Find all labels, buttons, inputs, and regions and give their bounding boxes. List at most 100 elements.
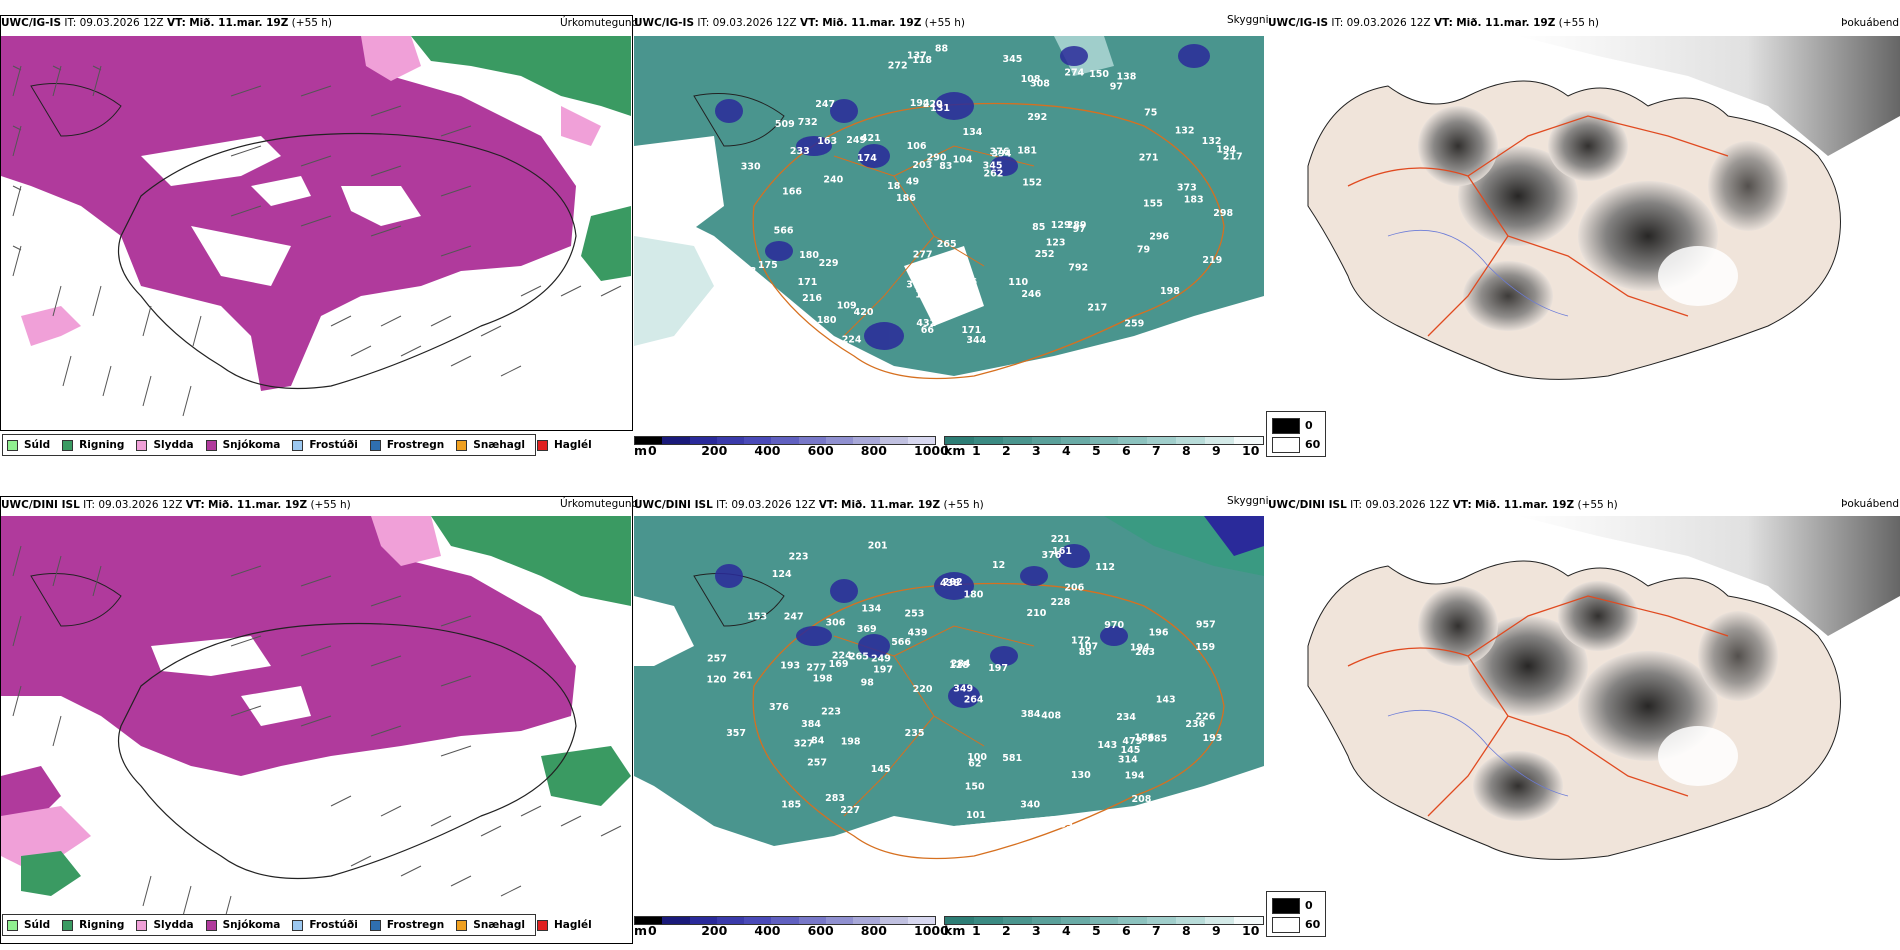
- legend-swatch: [536, 919, 548, 931]
- precip-frame-row2: [0, 496, 633, 944]
- fog-label-low: 60: [1305, 438, 1321, 451]
- cloud-height-label: 233: [790, 146, 810, 157]
- colorbar-tick-label: 8: [1182, 923, 1191, 938]
- cloud-height-label: 384: [801, 719, 821, 730]
- cloud-height-label: 193: [780, 661, 800, 672]
- it-value: 09.03.2026 12Z: [1365, 499, 1450, 511]
- lead-time: (+55 h): [943, 499, 984, 511]
- cloud-height-label: 171: [798, 277, 818, 288]
- cloud-height-label: 120: [707, 674, 727, 685]
- legend-item-1: Rigning: [62, 439, 124, 451]
- colorbar-unit: km: [944, 443, 966, 458]
- cloud-height-label: 376: [1042, 550, 1062, 561]
- cloud-height-label: 220: [923, 99, 943, 110]
- it-value: 09.03.2026 12Z: [1346, 17, 1431, 29]
- fog-label-high: 0: [1305, 899, 1313, 912]
- fog-label-high: 0: [1305, 419, 1313, 432]
- cloud-height-label: 194: [1125, 771, 1145, 782]
- colorbar-tick-label: 4: [1062, 443, 1071, 458]
- colorbar-tick-label: 1000: [914, 923, 949, 938]
- precip-map-row1: [1, 36, 631, 428]
- cloud-height-label: 201: [868, 541, 888, 552]
- colorbar-segment: [1205, 437, 1235, 444]
- cloud-height-label: 216: [802, 293, 822, 304]
- legend-swatch: [456, 919, 468, 931]
- cloud-height-label: 197: [873, 665, 893, 676]
- cloud-height-label: 101: [966, 810, 986, 821]
- vt-label: VT:: [1452, 499, 1472, 511]
- cloud-height-label: 145: [871, 764, 891, 775]
- cloud-height-label: 169: [829, 659, 849, 670]
- legend-label: Súld: [24, 919, 51, 931]
- cloud-height-label: 421: [861, 133, 881, 144]
- visibility-colorbar-row1: km 1 2 3 4 5 6 7 8 9 10: [944, 436, 1264, 460]
- cloud-height-label: 330: [741, 161, 761, 172]
- colorbar-segment: [973, 437, 1003, 444]
- panel-title-fog-row2: Þokuábendi: [1841, 498, 1900, 510]
- legend-swatch: [7, 919, 18, 931]
- cloud-height-label: 277: [913, 250, 933, 261]
- legend-label: Rigning: [79, 439, 125, 451]
- colorbar-segment: [744, 917, 772, 924]
- cloud-height-label: 186: [896, 193, 916, 204]
- cloud-height-label: 83: [939, 161, 952, 172]
- colorbar-segment: [1118, 917, 1148, 924]
- cloud-height-label: 210: [1027, 608, 1047, 619]
- colorbar-tick-label: 6: [1122, 923, 1131, 938]
- cloud-height-label: 137: [907, 51, 927, 62]
- cloud-height-label: 235: [905, 728, 925, 739]
- cloud-height-label: 208: [1132, 794, 1152, 805]
- legend-swatch: [292, 439, 304, 451]
- cloud-height-label: 290: [927, 152, 947, 163]
- fog-map-row1: [1268, 36, 1900, 428]
- cloud-height-label: 106: [907, 141, 927, 152]
- cloud-height-label: 226: [1196, 712, 1216, 723]
- cloud-height-label: 376: [906, 280, 926, 291]
- cloud-height-label: 384: [1021, 709, 1041, 720]
- cloud-height-label: 221: [1051, 534, 1071, 545]
- lead-time: (+55 h): [1577, 499, 1618, 511]
- model-name: UWC/IG-IS: [1, 17, 62, 29]
- cloud-height-label: 581: [1002, 753, 1022, 764]
- cloud-map-row1: 330 186 292 194 134 175 421 216 220 394 97 118 217 85…: [634, 36, 1264, 428]
- cloud-height-label: 194: [1130, 643, 1150, 654]
- it-label: IT:: [697, 17, 710, 29]
- cloud-height-label: 138: [1117, 72, 1137, 83]
- legend-swatch: [369, 439, 381, 451]
- cloud-height-label: 261: [733, 671, 753, 682]
- vt-value: Mið. 11.mar. 19Z: [208, 499, 308, 511]
- legend-item-5: Frostregn: [369, 919, 444, 931]
- cloud-height-label: 159: [1195, 642, 1215, 653]
- cloud-height-label: 420: [854, 307, 874, 318]
- cloud-height-label: 229: [819, 258, 839, 269]
- cloud-height-label: 792: [1068, 263, 1088, 274]
- colorbar-segment: [880, 437, 908, 444]
- cloud-height-label: 257: [707, 654, 727, 665]
- colorbar-tick-label: 7: [1152, 923, 1161, 938]
- cloud-height-label: 298: [1213, 208, 1233, 219]
- cloud-height-label: 49: [906, 177, 919, 188]
- colorbar-segment: [1147, 917, 1177, 924]
- header-fog-row2: UWC/DINI ISL IT: 09.03.2026 12Z VT: Mið.…: [1268, 498, 1618, 512]
- legend-item-6: Snæhagl: [456, 919, 525, 931]
- colorbar-segment: [662, 437, 690, 444]
- legend-item-0: Súld: [7, 439, 50, 451]
- cloud-height-label: 706: [1096, 819, 1116, 830]
- cloud-height-label: 272: [888, 61, 908, 72]
- cloud-height-label: 123: [1046, 237, 1066, 248]
- cloud-height-label: 224: [842, 335, 862, 346]
- colorbar-segment: [1002, 437, 1032, 444]
- cloud-height-label: 369: [857, 624, 877, 635]
- colorbar-segment: [1031, 437, 1061, 444]
- cloud-height-label: 376: [990, 147, 1010, 158]
- colorbar-segment: [689, 917, 717, 924]
- cloud-height-label: 277: [806, 663, 826, 674]
- colorbar-tick-label: 400: [754, 923, 781, 938]
- legend-item-5: Frostregn: [369, 439, 444, 451]
- colorbar-tick-label: 2: [1002, 443, 1011, 458]
- cloud-height-label: 152: [1022, 178, 1042, 189]
- colorbar-tick-label: 5: [1092, 443, 1101, 458]
- colorbar-tick-label: 0: [648, 923, 657, 938]
- cloud-height-label: 194: [1216, 145, 1236, 156]
- legend-swatch: [136, 919, 148, 931]
